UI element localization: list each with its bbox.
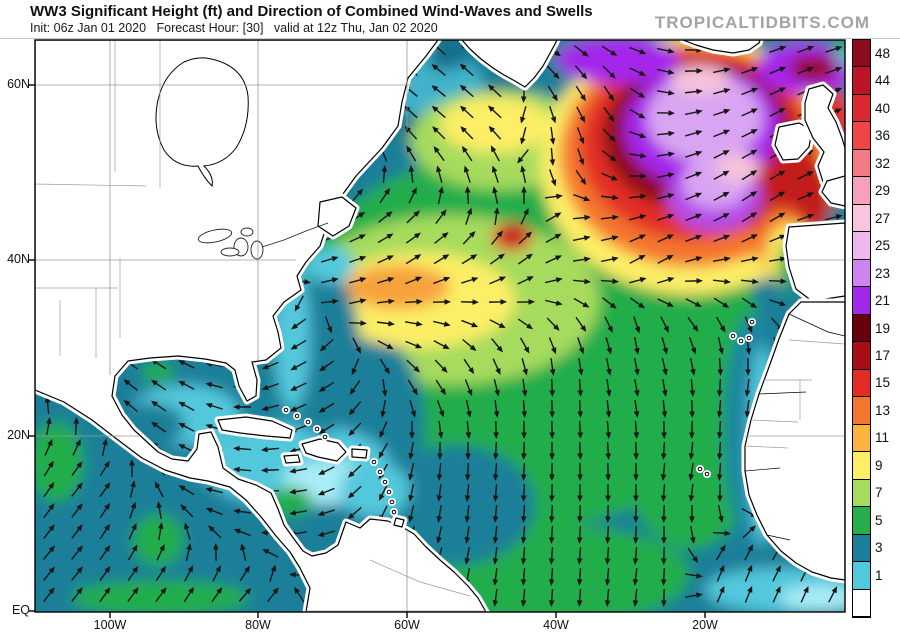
colorbar-value-label: 13 — [875, 403, 900, 418]
island-dot — [747, 336, 751, 340]
colorbar-value-label: 48 — [875, 46, 900, 61]
lon-label-40W: 40W — [534, 618, 578, 632]
colorbar-value-label: 40 — [875, 101, 900, 116]
colorbar-value-label: 27 — [875, 211, 900, 226]
island-dot — [750, 320, 754, 324]
colorbar-value-label: 5 — [875, 513, 900, 528]
jamaica — [284, 455, 300, 463]
island-dot — [705, 472, 709, 476]
island-dot — [306, 420, 310, 424]
island-dot — [315, 427, 319, 431]
island-dot — [372, 460, 376, 464]
colorbar-value-label: 11 — [875, 430, 900, 445]
island-dot — [390, 500, 394, 504]
colorbar-value-label: 17 — [875, 348, 900, 363]
france-brittany — [822, 176, 845, 206]
colorbar-value-label: 23 — [875, 266, 900, 281]
lon-label-100W: 100W — [88, 618, 132, 632]
colorbar-value-label: 25 — [875, 238, 900, 253]
lon-label-60W: 60W — [385, 618, 429, 632]
island-dot — [387, 490, 391, 494]
lat-label-60N: 60N — [0, 77, 30, 91]
wave-height-region — [70, 580, 250, 616]
wave-height-region — [780, 585, 860, 611]
wave-height-region — [440, 97, 550, 153]
colorbar-value-label: 9 — [875, 458, 900, 473]
colorbar-value-label: 32 — [875, 156, 900, 171]
lat-label-20N: 20N — [0, 428, 30, 442]
weather-map-page: WW3 Significant Height (ft) and Directio… — [0, 0, 900, 636]
island-dot — [383, 480, 387, 484]
colorbar-border — [853, 40, 870, 617]
island-dot — [284, 408, 288, 412]
island-dot — [295, 414, 299, 418]
colorbar-value-label: 19 — [875, 321, 900, 336]
colorbar-value-label: 3 — [875, 540, 900, 555]
trinidad — [394, 518, 404, 527]
island-dot — [739, 339, 743, 343]
island-dot — [323, 435, 327, 439]
wave-height-region — [340, 462, 410, 518]
lat-label-EQ: EQ — [0, 603, 30, 617]
lon-label-80W: 80W — [236, 618, 280, 632]
wave-height-map — [0, 0, 900, 636]
colorbar-value-label: 1 — [875, 568, 900, 583]
island-dot — [392, 510, 396, 514]
iberia — [786, 223, 845, 301]
puerto-rico — [352, 449, 367, 458]
colorbar-value-label: 7 — [875, 485, 900, 500]
lon-label-20W: 20W — [683, 618, 727, 632]
colorbar-value-label: 21 — [875, 293, 900, 308]
island-dot — [698, 467, 702, 471]
colorbar-value-label: 36 — [875, 128, 900, 143]
island-dot — [378, 470, 382, 474]
lat-label-40N: 40N — [0, 252, 30, 266]
wave-height-region — [503, 229, 521, 243]
colorbar-value-label: 29 — [875, 183, 900, 198]
colorbar-value-label: 15 — [875, 375, 900, 390]
colorbar-value-label: 44 — [875, 73, 900, 88]
wave-height-region — [716, 153, 760, 183]
island-dot — [731, 334, 735, 338]
